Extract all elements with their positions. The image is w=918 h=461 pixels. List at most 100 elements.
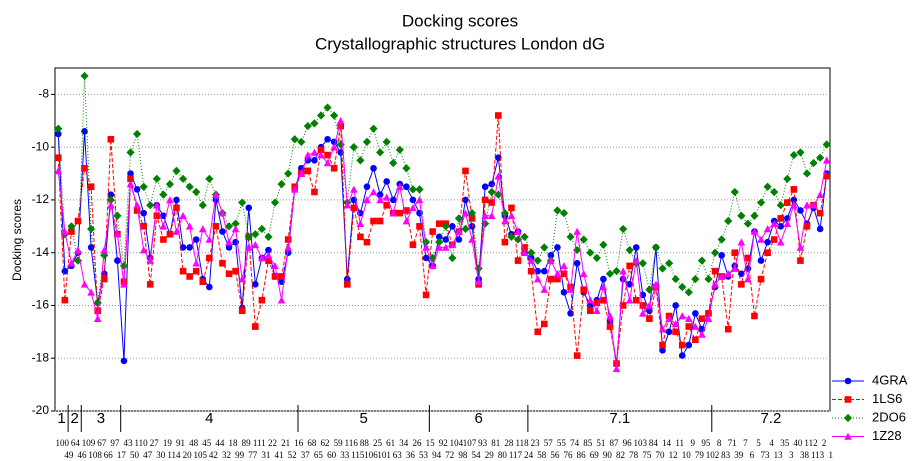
point [67, 222, 76, 231]
point [93, 314, 102, 322]
point [389, 196, 397, 204]
point [520, 232, 529, 241]
x-tick-label: 98 [458, 450, 468, 460]
point [369, 124, 378, 133]
point [107, 191, 115, 198]
point [494, 172, 503, 180]
point [376, 148, 385, 157]
point [790, 186, 798, 193]
point [462, 167, 469, 175]
x-tick-label: 83 [721, 450, 731, 460]
point [225, 270, 233, 278]
x-tick-label: 41 [275, 450, 284, 460]
point [534, 267, 542, 275]
x-tick-label: 57 [544, 438, 554, 448]
point [461, 224, 470, 234]
point [435, 220, 443, 227]
point [271, 262, 279, 270]
point [632, 244, 640, 251]
point [467, 209, 477, 218]
point [580, 286, 588, 293]
point [395, 145, 404, 154]
point [770, 236, 778, 243]
x-tick-label: 11 [675, 438, 684, 448]
point [474, 277, 483, 286]
point [514, 227, 522, 235]
point [777, 215, 785, 222]
point [199, 278, 207, 286]
group-label: 7.1 [609, 410, 630, 427]
point [330, 143, 338, 151]
point [80, 280, 89, 288]
x-tick-label: 80 [498, 450, 508, 460]
x-tick-label: 113 [811, 450, 825, 460]
point [178, 174, 188, 183]
point [455, 227, 463, 235]
y-tick-label: -20 [32, 403, 50, 417]
point [442, 236, 450, 243]
x-tick-label: 108 [88, 450, 102, 460]
x-tick-label: 9 [691, 438, 696, 448]
point [146, 201, 155, 210]
point [468, 235, 476, 243]
point [80, 71, 89, 81]
point [369, 188, 378, 196]
point [520, 248, 529, 256]
x-tick-label: 64 [71, 438, 81, 448]
point [573, 227, 581, 235]
x-tick-label: 51 [596, 438, 605, 448]
point [166, 230, 174, 238]
point [612, 364, 621, 373]
point [685, 341, 693, 349]
point [672, 328, 679, 336]
y-tick-label: -10 [32, 139, 50, 153]
point [311, 157, 318, 164]
point [533, 256, 542, 265]
point [744, 275, 752, 283]
x-tick-label: 95 [701, 438, 711, 448]
point [619, 302, 627, 309]
point [553, 206, 562, 215]
point [126, 148, 135, 157]
x-tick-label: 82 [616, 450, 625, 460]
x-tick-label: 47 [143, 450, 153, 460]
point [488, 180, 496, 188]
point [579, 270, 588, 278]
point [684, 314, 693, 322]
point [330, 111, 339, 120]
x-tick-label: 46 [77, 450, 87, 460]
series-line [57, 75, 828, 303]
point [186, 273, 193, 280]
point [258, 254, 266, 262]
point [632, 256, 641, 264]
point [402, 217, 411, 225]
x-tick-label: 63 [393, 450, 403, 460]
x-tick-label: 42 [209, 450, 218, 460]
x-tick-label: 24 [524, 450, 534, 460]
point [146, 281, 154, 288]
x-tick-label: 6 [750, 450, 755, 460]
point [751, 312, 758, 320]
point [179, 267, 187, 275]
group-label: 4 [205, 410, 213, 427]
point [809, 158, 818, 168]
point [421, 238, 431, 247]
point [501, 217, 509, 225]
x-tick-label: 39 [734, 450, 744, 460]
legend-label: 4GRA [872, 372, 908, 387]
point [54, 154, 62, 162]
x-tick-label: 35 [780, 438, 790, 448]
x-tick-label: 31 [261, 450, 270, 460]
x-tick-label: 99 [235, 450, 245, 460]
point [81, 164, 88, 172]
point [68, 228, 75, 235]
x-tick-label: 15 [426, 438, 436, 448]
point [711, 267, 719, 275]
point [205, 235, 214, 243]
x-tick-label: 10 [682, 450, 692, 460]
point [763, 182, 772, 191]
point [645, 301, 654, 309]
legend-marker [844, 396, 852, 403]
point [297, 137, 306, 146]
